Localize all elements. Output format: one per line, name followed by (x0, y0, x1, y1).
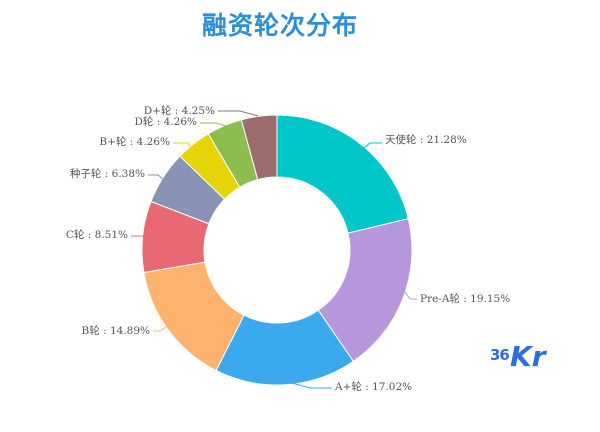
donut-slice[interactable] (240, 114, 278, 181)
logo-number: 36 (490, 346, 510, 364)
slice-label: Pre-A轮 : 19.15% (420, 292, 510, 305)
leader-line (291, 382, 332, 389)
slice-label: C轮 : 8.51% (66, 228, 128, 241)
slice-label: B轮 : 14.89% (82, 324, 150, 337)
chart-title: 融资轮次分布 (201, 11, 358, 40)
label-leader-lines (131, 110, 417, 389)
logo-kr: Kr (510, 340, 546, 373)
leader-line (173, 142, 194, 153)
slice-label: A+轮 : 17.02% (334, 380, 412, 393)
slice-label: D+轮 : 4.25% (144, 104, 215, 117)
leader-line (404, 291, 417, 300)
slice-label: 种子轮 : 6.38% (70, 167, 145, 180)
leader-line (200, 122, 227, 127)
slice-label: B+轮 : 4.26% (99, 135, 170, 148)
slice-label: 天使轮 : 21.28% (385, 133, 467, 146)
leader-line (153, 326, 167, 332)
slice-labels: 天使轮 : 21.28% Pre-A轮 : 19.15% A+轮 : 17.02% B… (66, 104, 510, 393)
donut-slice[interactable] (276, 114, 409, 234)
slice-label: D轮 : 4.26% (135, 115, 198, 128)
leader-line (148, 174, 165, 181)
leader-line (218, 110, 259, 117)
donut-slices (141, 114, 413, 386)
leader-line (358, 142, 382, 153)
